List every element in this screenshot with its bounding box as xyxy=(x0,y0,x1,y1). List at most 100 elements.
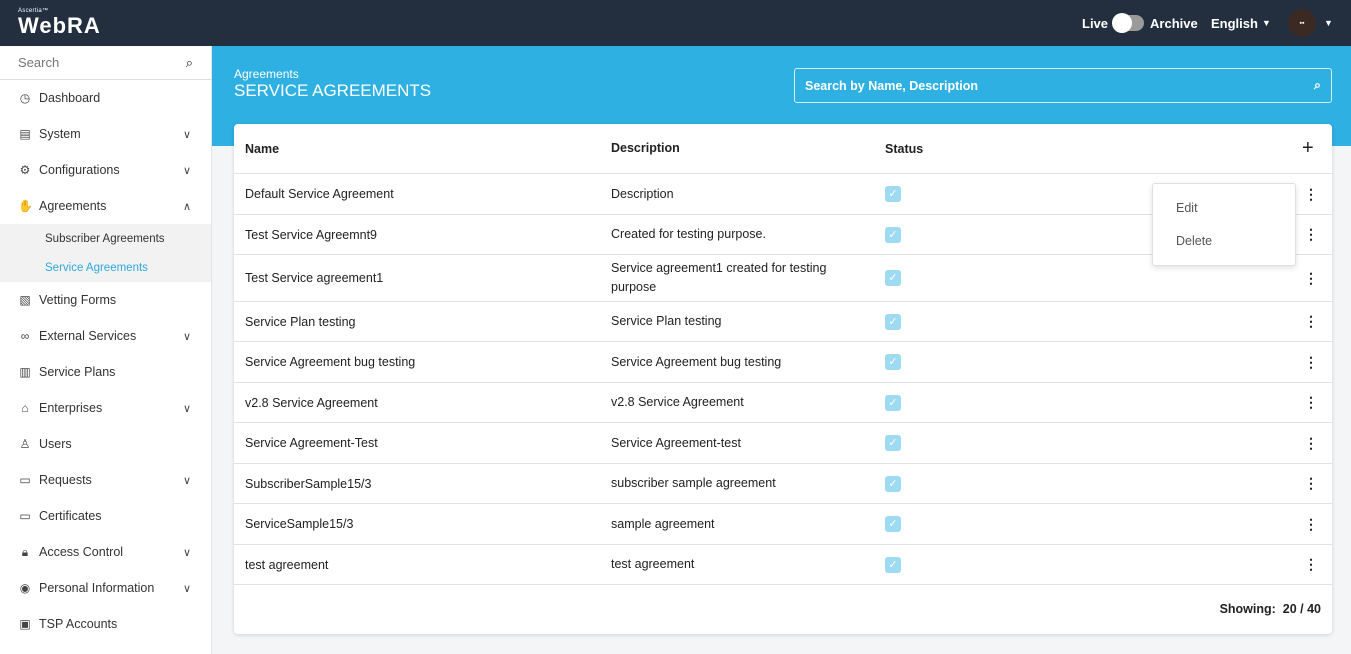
sidebar-item-enterprises[interactable]: ⌂ Enterprises ∨ xyxy=(0,390,211,426)
agreements-search-input[interactable]: Search by Name, Description ⌕ xyxy=(794,68,1332,103)
status-checkbox[interactable]: ✓ xyxy=(885,475,901,492)
header-description: Description xyxy=(611,141,680,155)
table-row: Service Agreement bug testing Service Ag… xyxy=(234,342,1332,383)
status-checkbox[interactable]: ✓ xyxy=(885,313,901,330)
status-checkbox[interactable]: ✓ xyxy=(885,226,901,243)
sidebar-item-label: Personal Information xyxy=(39,581,155,595)
chevron-down-icon[interactable]: ∨ xyxy=(182,474,191,487)
sidebar-item-label: Configurations xyxy=(39,163,120,177)
sidebar-item-agreements[interactable]: ✋ Agreements ∧ xyxy=(0,188,211,224)
cell-name: Test Service agreement1 xyxy=(245,271,384,285)
sidebar-item-label: System xyxy=(39,127,81,141)
more-options-icon[interactable]: ⋮ xyxy=(1304,434,1318,451)
chevron-up-icon[interactable]: ∧ xyxy=(182,200,191,213)
table-row: SubscriberSample15/3 subscriber sample a… xyxy=(234,464,1332,504)
sidebar-item-external-services[interactable]: ∞ External Services ∨ xyxy=(0,318,211,354)
breadcrumb[interactable]: Agreements xyxy=(234,67,299,81)
cell-description: Service agreement1 created for testing p… xyxy=(611,261,827,294)
chevron-down-icon[interactable]: ∨ xyxy=(182,164,191,177)
sidebar-item-tsp-accounts[interactable]: ▣ TSP Accounts xyxy=(0,606,211,642)
sidebar-search-input[interactable] xyxy=(18,55,168,70)
more-options-icon[interactable]: ⋮ xyxy=(1304,475,1318,491)
table-row: test agreement test agreement ✓ ⋮ xyxy=(234,545,1332,585)
chevron-down-icon[interactable]: ∨ xyxy=(182,128,191,141)
agreements-table: Name Description Status + Default Servic… xyxy=(234,124,1332,634)
sidebar-item-label: Service Plans xyxy=(39,365,116,379)
sidebar-item-requests[interactable]: ▭ Requests ∨ xyxy=(0,462,211,498)
sidebar-item-label: Enterprises xyxy=(39,401,103,415)
search-icon[interactable]: ⌕ xyxy=(1313,78,1321,92)
status-checkbox[interactable]: ✓ xyxy=(885,435,901,451)
table-header: Name Description Status + xyxy=(234,124,1332,174)
cell-name: v2.8 Service Agreement xyxy=(245,395,378,410)
brand-small: Ascertia™ xyxy=(18,8,49,14)
table-row: ServiceSample15/3 sample agreement ✓ ⋮ xyxy=(234,504,1332,545)
user-menu[interactable]: ▪▪ ▼ xyxy=(1288,0,1333,46)
table-row: Default Service Agreement Description ✓ … xyxy=(234,174,1332,215)
lock-icon: 🔒︎ xyxy=(21,544,29,559)
more-options-icon[interactable]: ⋮ xyxy=(1304,556,1318,572)
sidebar-item-label: Requests xyxy=(39,473,92,487)
cell-name: Service Agreement-Test xyxy=(245,436,378,450)
sidebar-subitem-subscriber-agreements[interactable]: Subscriber Agreements xyxy=(0,224,211,253)
cell-name: SubscriberSample15/3 xyxy=(245,476,372,491)
menu-edit[interactable]: Edit xyxy=(1176,201,1198,215)
add-icon[interactable]: + xyxy=(1302,137,1314,159)
cell-name: test agreement xyxy=(245,557,329,572)
search-icon[interactable]: ⌕ xyxy=(185,54,193,70)
language-dropdown[interactable]: English ▼ xyxy=(1211,0,1271,46)
status-checkbox[interactable]: ✓ xyxy=(885,556,901,573)
certificate-icon: ▭ xyxy=(19,509,31,523)
sidebar-item-label: Dashboard xyxy=(39,91,101,105)
chevron-down-icon[interactable]: ∨ xyxy=(182,330,191,343)
chevron-down-icon[interactable]: ∨ xyxy=(182,546,191,559)
more-options-icon[interactable]: ⋮ xyxy=(1304,313,1318,329)
cell-description: test agreement xyxy=(611,557,695,571)
more-options-icon[interactable]: ⋮ xyxy=(1304,226,1318,242)
link-icon: ∞ xyxy=(20,329,30,343)
live-archive-toggle[interactable] xyxy=(1112,13,1145,33)
cell-description: Created for testing purpose. xyxy=(611,227,766,241)
form-icon: ▧ xyxy=(19,293,31,307)
avatar[interactable]: ▪▪ xyxy=(1288,9,1316,37)
more-options-icon[interactable]: ⋮ xyxy=(1304,394,1318,410)
status-checkbox[interactable]: ✓ xyxy=(885,516,901,532)
sidebar-item-certificates[interactable]: ▭ Certificates xyxy=(0,498,211,534)
chevron-down-icon[interactable]: ∨ xyxy=(182,582,191,595)
more-options-icon[interactable]: ⋮ xyxy=(1304,515,1318,532)
sidebar-item-vetting-forms[interactable]: ▧ Vetting Forms xyxy=(0,282,211,318)
avatar-initials: ▪▪ xyxy=(1299,19,1305,27)
more-options-icon[interactable]: ⋮ xyxy=(1304,353,1318,370)
page-title: SERVICE AGREEMENTS xyxy=(234,81,432,100)
cell-description: Service Agreement-test xyxy=(611,435,741,450)
sidebar-item-personal-information[interactable]: ◉ Personal Information ∨ xyxy=(0,570,211,606)
sidebar-item-dashboard[interactable]: ◷ Dashboard xyxy=(0,80,211,116)
sidebar-item-label: Agreements xyxy=(39,199,107,213)
table-row: Test Service Agreemnt9 Created for testi… xyxy=(234,215,1332,255)
cell-name: Service Agreement bug testing xyxy=(245,355,416,369)
chevron-down-icon[interactable]: ∨ xyxy=(182,402,191,415)
sidebar-item-service-plans[interactable]: ▥ Service Plans xyxy=(0,354,211,390)
status-checkbox[interactable]: ✓ xyxy=(885,270,901,286)
top-bar: Ascertia™ WebRA Live Archive English ▼ ▪… xyxy=(0,0,1351,46)
logo: Ascertia™ WebRA xyxy=(18,8,101,38)
showing-count: 20 / 40 xyxy=(1282,602,1321,616)
sidebar-item-system[interactable]: ▤ System ∨ xyxy=(0,116,211,152)
sidebar-item-label: Certificates xyxy=(39,509,102,523)
sidebar-item-configurations[interactable]: ⚙ Configurations ∨ xyxy=(0,152,211,188)
system-icon: ▤ xyxy=(19,127,31,141)
live-label: Live xyxy=(1082,15,1109,31)
person-icon: ◉ xyxy=(19,581,31,595)
cell-description: Service Plan testing xyxy=(611,314,722,328)
menu-delete[interactable]: Delete xyxy=(1176,234,1213,248)
sidebar-subitem-service-agreements[interactable]: Service Agreements xyxy=(0,253,211,282)
sidebar-item-access-control[interactable]: 🔒︎ Access Control ∨ xyxy=(0,534,211,570)
status-checkbox[interactable]: ✓ xyxy=(885,394,901,411)
sidebar-item-users[interactable]: ♙ Users xyxy=(0,426,211,462)
table-row: v2.8 Service Agreement v2.8 Service Agre… xyxy=(234,383,1332,423)
status-checkbox[interactable]: ✓ xyxy=(885,354,901,370)
status-checkbox[interactable]: ✓ xyxy=(885,186,901,202)
more-options-icon[interactable]: ⋮ xyxy=(1304,269,1318,286)
more-options-icon[interactable]: ⋮ xyxy=(1304,185,1318,202)
users-icon: ♙ xyxy=(19,437,31,451)
